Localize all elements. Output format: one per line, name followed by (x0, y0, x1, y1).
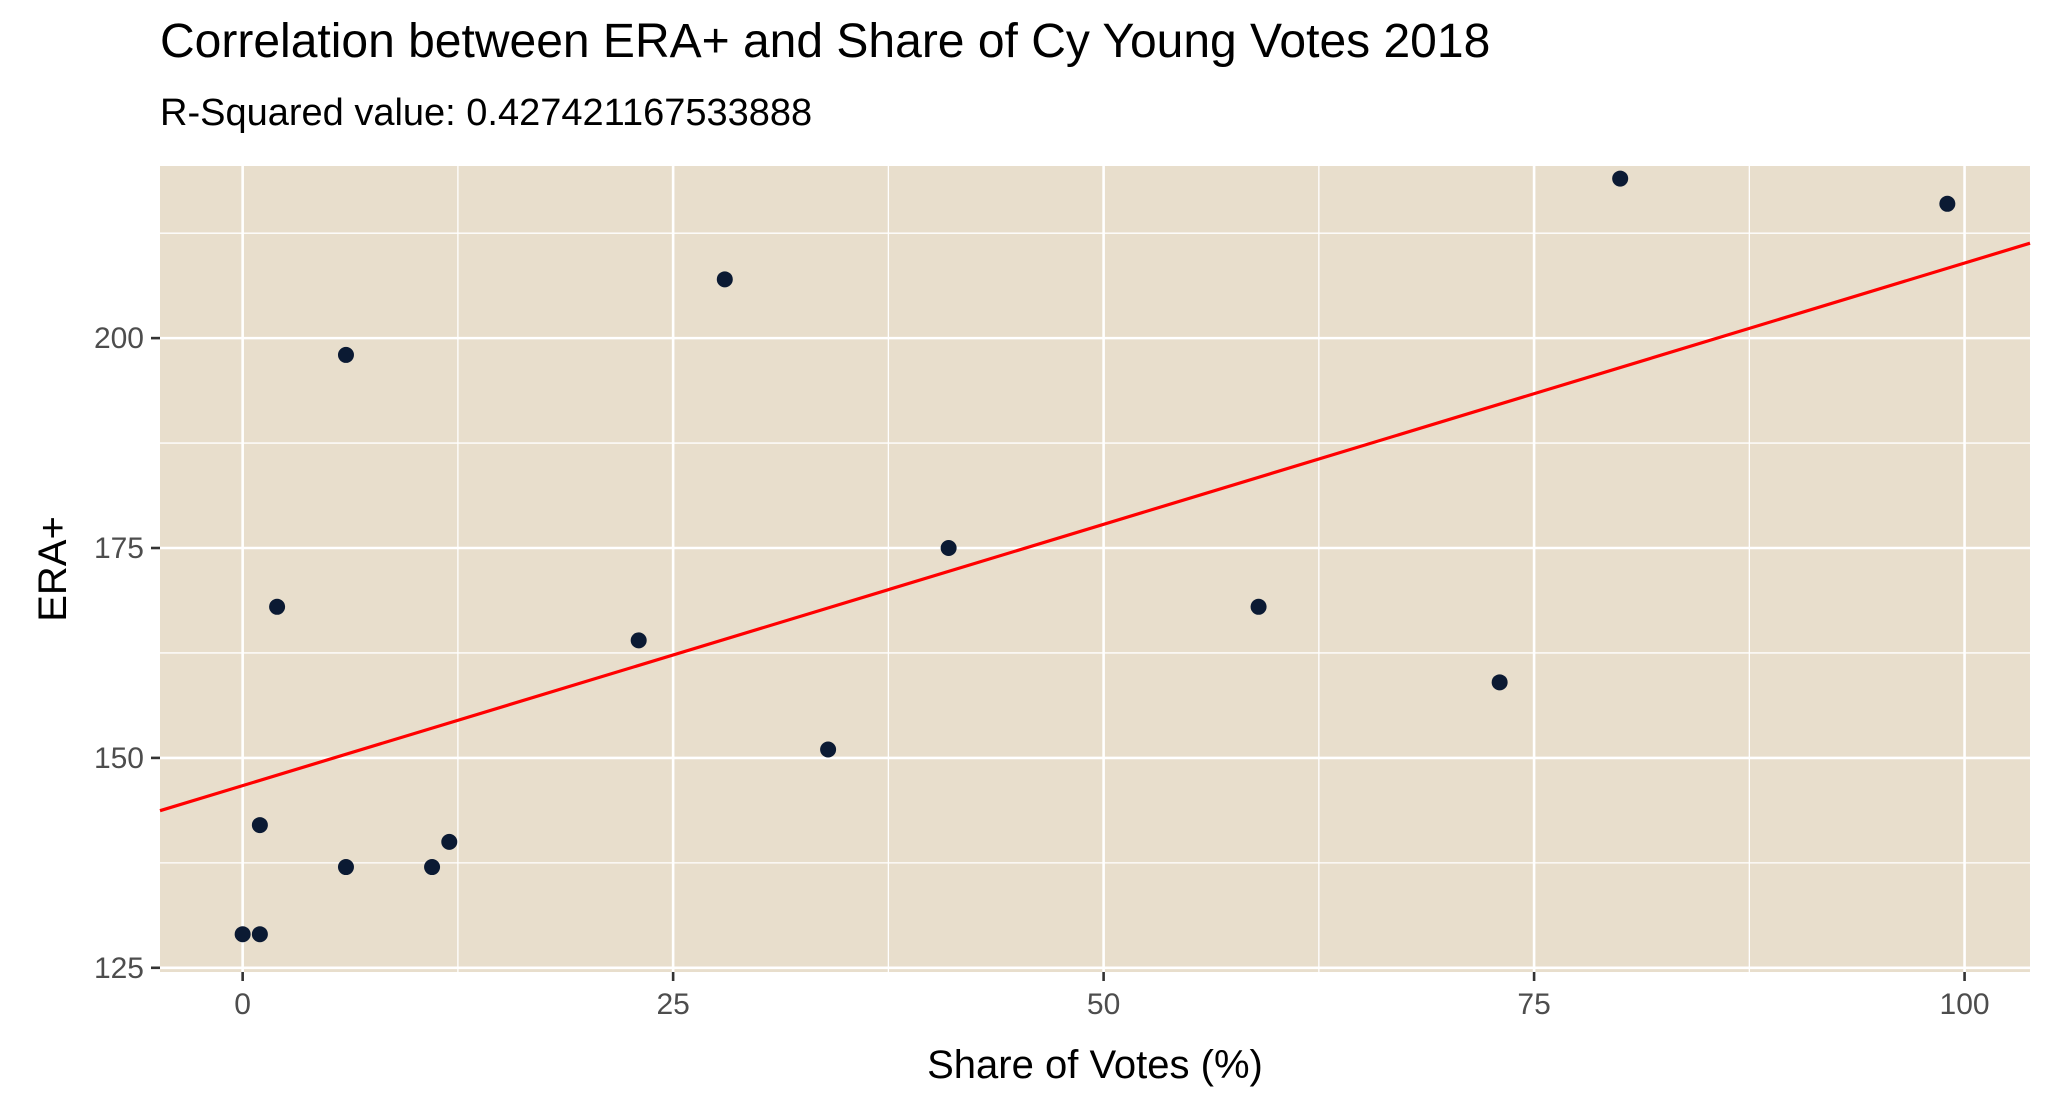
data-point (1939, 195, 1956, 212)
data-point (820, 741, 837, 758)
chart-title: Correlation between ERA+ and Share of Cy… (160, 15, 1491, 68)
data-point (251, 817, 268, 834)
y-tick-label: 175 (94, 532, 144, 565)
x-tick-label: 50 (1087, 988, 1120, 1021)
regression-line (159, 241, 2031, 813)
y-axis-title: ERA+ (31, 516, 75, 622)
data-point (337, 346, 354, 363)
data-point (630, 632, 647, 649)
data-point (1612, 170, 1629, 187)
data-point (716, 271, 733, 288)
x-tick-label: 25 (656, 988, 689, 1021)
x-axis-title: Share of Votes (%) (927, 1043, 1263, 1087)
data-point (337, 859, 354, 876)
data-point (1491, 674, 1508, 691)
x-tick-label: 75 (1517, 988, 1550, 1021)
minor-gridlines (160, 166, 2030, 972)
trendline-layer (159, 241, 2031, 813)
axes-layer: 0 25 50 75 100 125 150 175 200 (94, 322, 1990, 1021)
data-point (251, 926, 268, 943)
data-point (940, 540, 957, 557)
x-tick-label: 0 (234, 988, 251, 1021)
plot-panel (160, 166, 2030, 972)
y-tick-label: 150 (94, 742, 144, 775)
y-tick-label: 125 (94, 952, 144, 985)
major-gridlines (160, 166, 2030, 972)
data-point (234, 926, 251, 943)
y-tick-label: 200 (94, 322, 144, 355)
points-layer (234, 170, 1956, 943)
data-point (1250, 598, 1267, 615)
chart-subtitle: R-Squared value: 0.427421167533888 (160, 92, 813, 134)
data-point (424, 859, 441, 876)
x-tick-label: 100 (1940, 988, 1990, 1021)
data-point (441, 833, 458, 850)
data-point (269, 598, 286, 615)
